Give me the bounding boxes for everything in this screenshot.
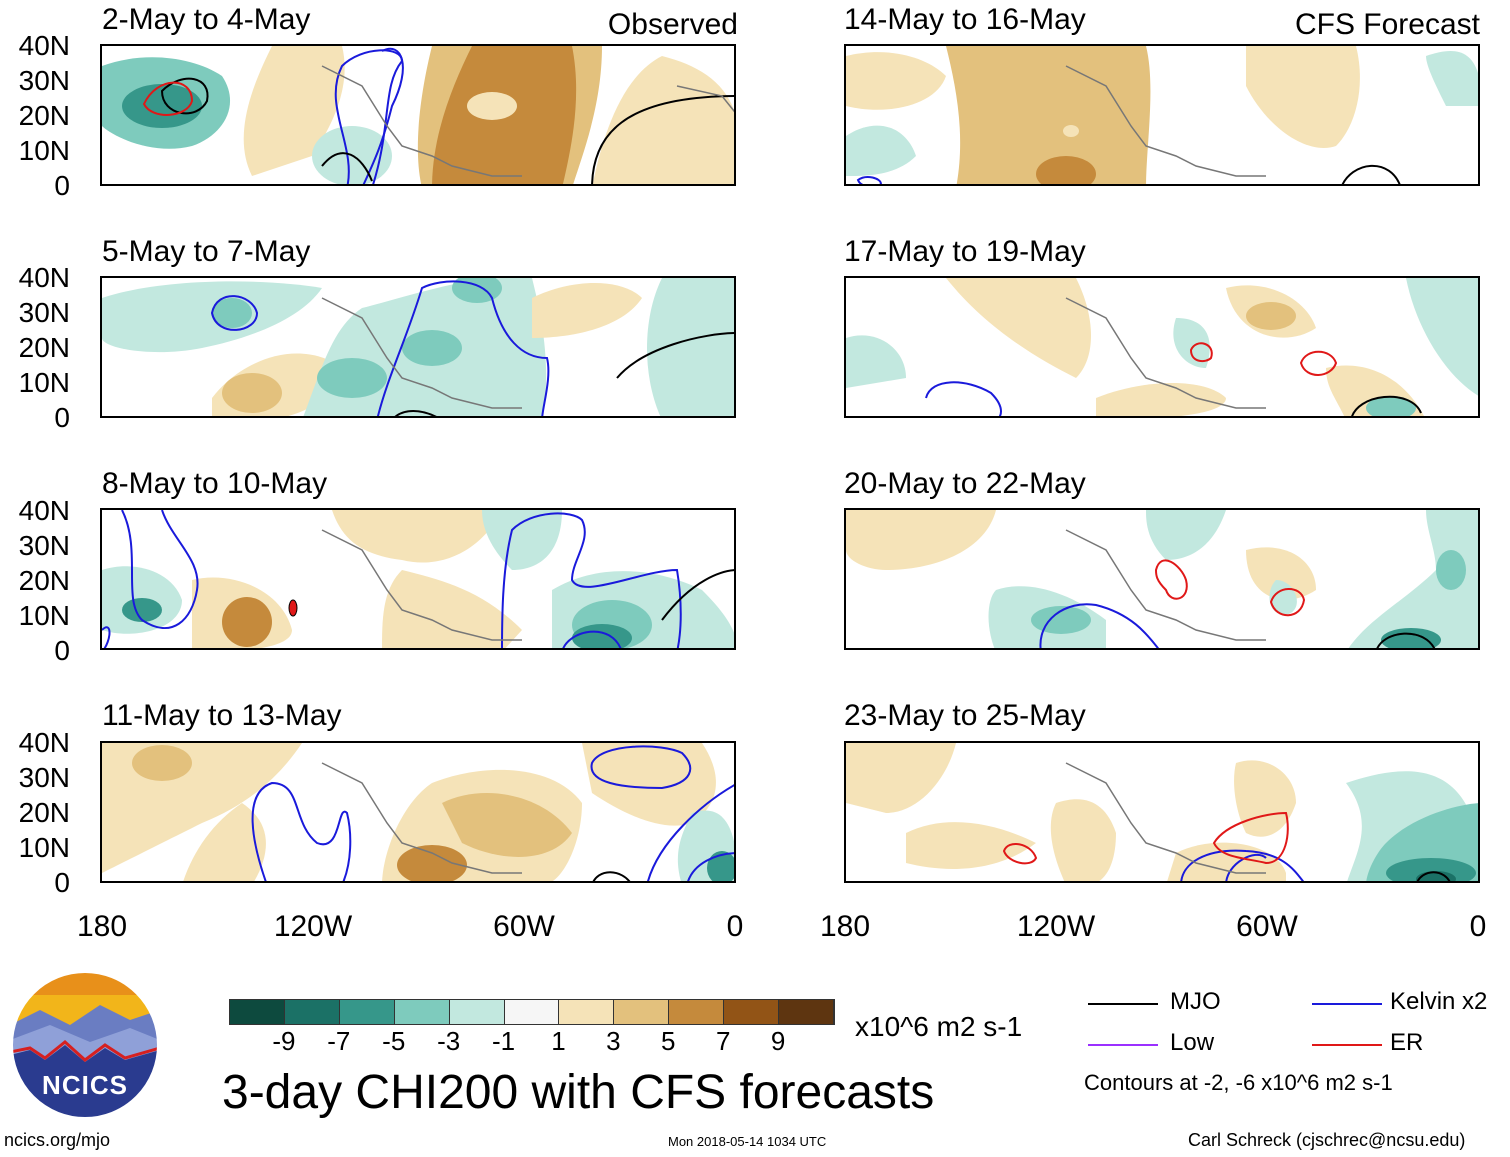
kelvin-legend-line xyxy=(1312,1003,1382,1005)
lat-label: 30N xyxy=(18,297,70,328)
colorbar-cell xyxy=(449,1000,505,1024)
colorbar-cell xyxy=(614,1000,670,1024)
colorbar-ticks: -9 -7 -5 -3 -1 1 3 5 7 9 xyxy=(229,1028,833,1058)
colorbar-tick-label: -5 xyxy=(382,1026,406,1056)
lat-label: 10N xyxy=(18,832,70,863)
lon-label: 0 xyxy=(726,910,744,943)
panel-title: 8-May to 10-May xyxy=(102,467,328,500)
lat-label: 0 xyxy=(54,402,70,433)
colorbar-cell xyxy=(724,1000,780,1024)
er-legend-label: ER xyxy=(1390,1029,1424,1056)
lat-label: 40N xyxy=(18,495,70,526)
panel-title: 23-May to 25-May xyxy=(844,699,1086,732)
panel-title: 11-May to 13-May xyxy=(102,699,342,732)
colorbar-cell xyxy=(230,1000,285,1024)
panel-title: 14-May to 16-May xyxy=(844,3,1086,36)
colorbar-units: x10^6 m2 s-1 xyxy=(855,1011,1023,1042)
er-legend-line xyxy=(1312,1044,1382,1046)
colorbar-cell xyxy=(284,1000,340,1024)
footer-author: Carl Schreck (cjschrec@ncsu.edu) xyxy=(1188,1130,1466,1150)
lon-label: 180 xyxy=(76,910,128,943)
colorbar-tick-label: 9 xyxy=(770,1026,786,1056)
mjo-legend-label: MJO xyxy=(1170,988,1221,1015)
lat-label: 20N xyxy=(18,565,70,596)
map-panel-obs-4 xyxy=(100,741,736,883)
colorbar-tick-label: -7 xyxy=(327,1026,351,1056)
lon-label: 120W xyxy=(1016,910,1096,943)
colorbar-tick-label: 1 xyxy=(551,1026,566,1056)
colorbar-tick-label: 7 xyxy=(715,1026,731,1056)
lat-label: 30N xyxy=(18,530,70,561)
lat-label: 20N xyxy=(18,100,70,131)
colorbar-tick-label: -9 xyxy=(272,1026,296,1056)
colorbar-cell xyxy=(669,1000,725,1024)
lon-label: 120W xyxy=(273,910,353,943)
colorbar-cell xyxy=(779,1000,834,1024)
lon-label: 180 xyxy=(819,910,871,943)
map-panel-fcst-2 xyxy=(844,276,1480,418)
logo-text: NCICS xyxy=(42,1070,128,1100)
lat-label: 30N xyxy=(18,762,70,793)
forecast-label: CFS Forecast xyxy=(1294,8,1480,41)
colorbar-tick-label: 3 xyxy=(606,1026,621,1056)
colorbar-tick-label: 5 xyxy=(661,1026,676,1056)
low-legend-line xyxy=(1088,1044,1158,1046)
map-panel-obs-1 xyxy=(100,44,736,186)
lat-label: 40N xyxy=(18,262,70,293)
colorbar-tick-label: -3 xyxy=(437,1026,461,1056)
lat-label: 40N xyxy=(18,30,70,61)
contours-note: Contours at -2, -6 x10^6 m2 s-1 xyxy=(1084,1070,1393,1095)
panel-title: 20-May to 22-May xyxy=(844,467,1086,500)
colorbar-cell xyxy=(504,1000,560,1024)
lat-label: 10N xyxy=(18,600,70,631)
colorbar-tick-label: -1 xyxy=(491,1026,516,1056)
panel-title: 17-May to 19-May xyxy=(844,235,1086,268)
lat-label: 10N xyxy=(18,135,70,166)
map-panel-obs-2 xyxy=(100,276,736,418)
lat-label: 20N xyxy=(18,332,70,363)
footer-timestamp: Mon 2018-05-14 1034 UTC xyxy=(668,1134,827,1149)
map-panel-obs-3 xyxy=(100,508,736,650)
kelvin-legend-label: Kelvin x2 xyxy=(1390,988,1488,1015)
lat-label: 40N xyxy=(18,727,70,758)
lat-label: 0 xyxy=(54,635,70,666)
footer-site[interactable]: ncics.org/mjo xyxy=(4,1130,111,1150)
colorbar-cell xyxy=(559,1000,615,1024)
lat-label: 0 xyxy=(54,170,70,201)
lat-label: 10N xyxy=(18,367,70,398)
observed-label: Observed xyxy=(607,8,738,41)
panel-title: 5-May to 7-May xyxy=(102,235,311,268)
panel-title: 2-May to 4-May xyxy=(102,3,311,36)
colorbar-cell xyxy=(339,1000,395,1024)
lon-label: 0 xyxy=(1469,910,1487,943)
main-title: 3-day CHI200 with CFS forecasts xyxy=(222,1066,935,1119)
map-panel-fcst-1 xyxy=(844,44,1480,186)
map-panel-fcst-4 xyxy=(844,741,1480,883)
mjo-legend-line xyxy=(1088,1003,1158,1005)
colorbar-cell xyxy=(394,1000,450,1024)
lon-label: 60W xyxy=(1236,910,1298,943)
ncics-logo: NCICS xyxy=(10,970,160,1120)
lat-label: 0 xyxy=(54,867,70,898)
low-legend-label: Low xyxy=(1170,1029,1215,1056)
colorbar xyxy=(229,999,835,1025)
lon-label: 60W xyxy=(493,910,555,943)
lat-label: 30N xyxy=(18,65,70,96)
lat-label: 20N xyxy=(18,797,70,828)
map-panel-fcst-3 xyxy=(844,508,1480,650)
